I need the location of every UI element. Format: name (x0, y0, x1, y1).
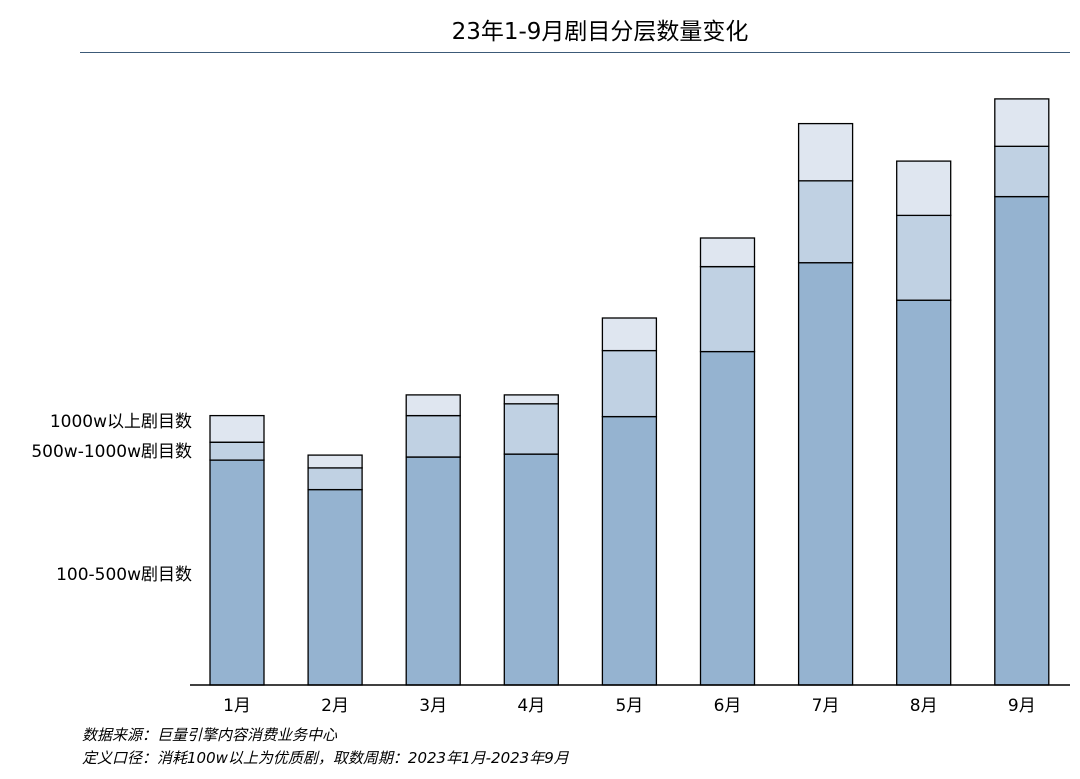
bar-1-series-1 (209, 459, 265, 686)
x-tick-label: 6月 (714, 696, 742, 716)
bar-6-series-1 (699, 350, 756, 686)
bar-1-series-3 (209, 414, 265, 443)
x-tick-label: 4月 (517, 696, 545, 716)
legend-label-100-500w: 100-500w剧目数 (56, 565, 192, 585)
x-tick-label: 3月 (419, 696, 447, 716)
bar-8-series-3 (896, 160, 952, 217)
bar-7-series-1 (797, 262, 854, 686)
x-tick-label: 1月 (223, 696, 251, 716)
bar-5-series-1 (601, 415, 658, 686)
x-tick-label: 9月 (1008, 696, 1036, 716)
bar-2-series-2 (307, 467, 363, 491)
bar-3-series-3 (405, 394, 461, 417)
bar-8-series-2 (896, 214, 952, 301)
title-divider (80, 52, 1070, 53)
bar-9-series-2 (994, 145, 1050, 198)
legend-label-500w-1000w: 500w-1000w剧目数 (31, 442, 192, 462)
bar-2-series-3 (307, 454, 363, 469)
x-tick-label: 8月 (910, 696, 938, 716)
bar-3-series-2 (405, 414, 461, 458)
x-tick-label: 7月 (812, 696, 840, 716)
bar-3-series-1 (405, 456, 461, 686)
legend-label-1000w-plus: 1000w以上剧目数 (49, 412, 192, 432)
bar-1-series-2 (209, 441, 265, 461)
definition-note: 定义口径：消耗100w以上为优质剧，取数周期：2023年1月-2023年9月 (82, 749, 569, 767)
x-tick-label: 5月 (615, 696, 643, 716)
bar-5-series-3 (601, 317, 658, 352)
bar-4-series-1 (503, 453, 559, 686)
bar-6-series-3 (699, 237, 756, 268)
bar-8-series-1 (896, 299, 952, 686)
bar-5-series-2 (601, 349, 658, 418)
data-source-note: 数据来源：巨量引擎内容消费业务中心 (82, 726, 338, 744)
x-tick-label: 2月 (321, 696, 349, 716)
bar-7-series-3 (797, 122, 854, 182)
bar-9-series-3 (994, 98, 1050, 147)
bar-2-series-1 (307, 488, 363, 686)
bar-4-series-3 (503, 394, 559, 405)
bar-4-series-2 (503, 403, 559, 455)
bar-9-series-1 (994, 195, 1050, 686)
bar-7-series-2 (797, 180, 854, 264)
chart-title: 23年1-9月剧目分层数量变化 (451, 19, 749, 45)
bar-6-series-2 (699, 266, 756, 353)
